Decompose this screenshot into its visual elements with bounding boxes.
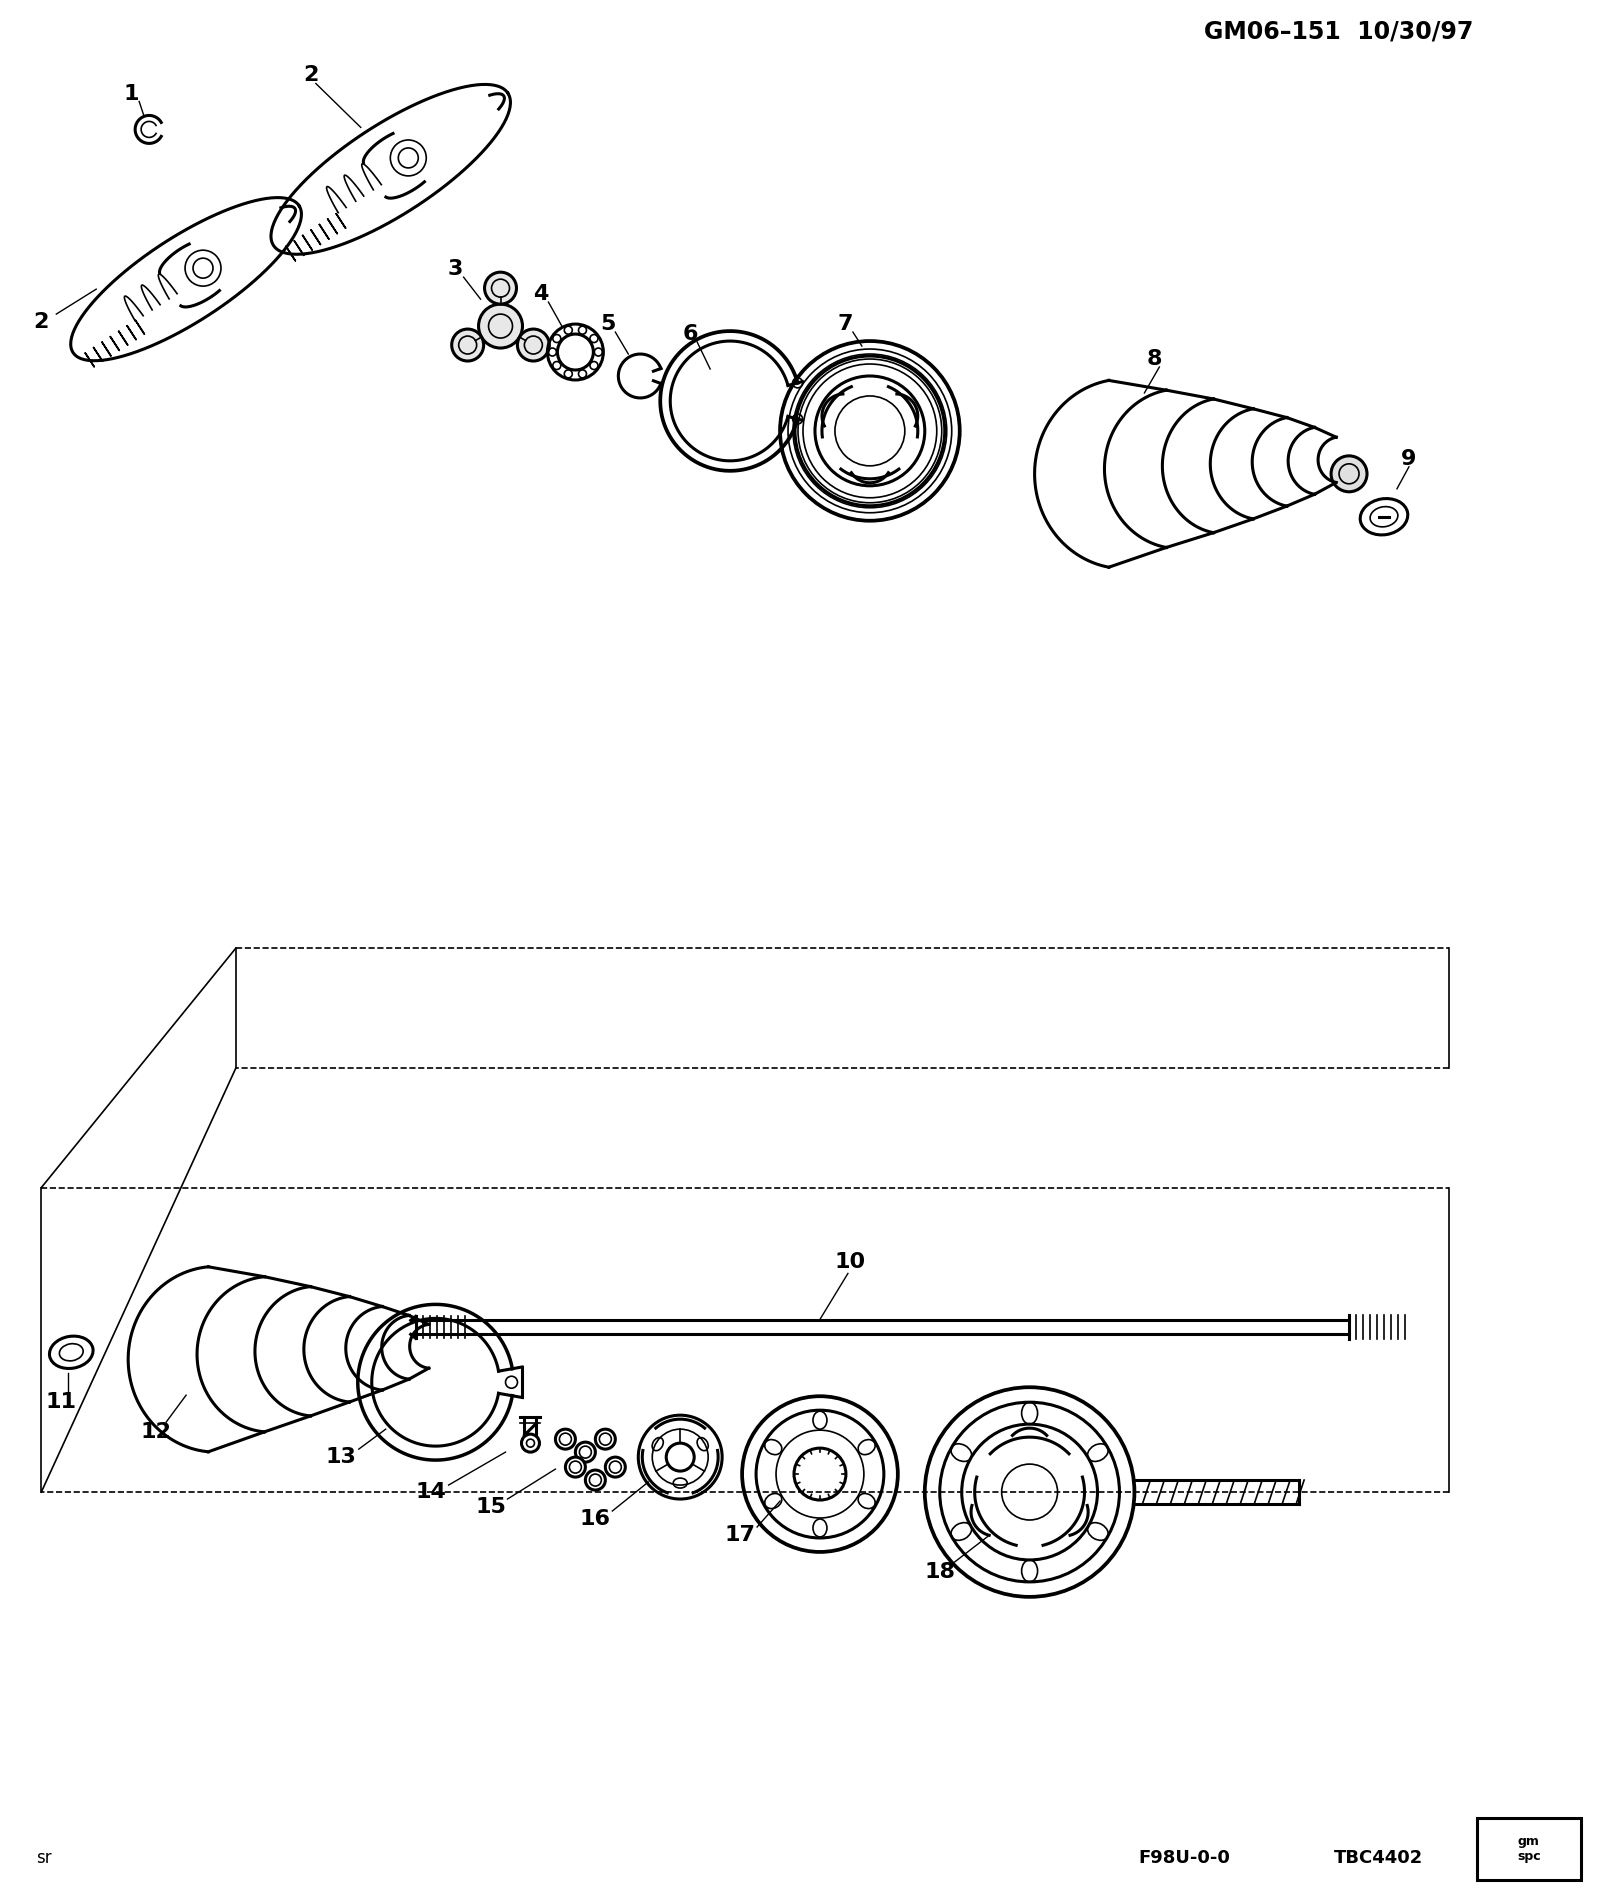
Circle shape	[595, 1429, 616, 1450]
Text: 2: 2	[302, 64, 318, 85]
Circle shape	[186, 251, 221, 287]
Text: 13: 13	[325, 1446, 357, 1467]
Ellipse shape	[698, 1437, 709, 1450]
Text: 15: 15	[475, 1497, 506, 1518]
Text: 11: 11	[46, 1391, 77, 1412]
Ellipse shape	[950, 1522, 971, 1541]
Circle shape	[517, 329, 549, 361]
Text: 4: 4	[533, 283, 549, 304]
Ellipse shape	[858, 1493, 875, 1509]
Text: TBC4402: TBC4402	[1334, 1850, 1424, 1867]
Ellipse shape	[813, 1410, 827, 1429]
Circle shape	[565, 1458, 586, 1476]
Text: 7: 7	[837, 313, 853, 334]
Circle shape	[1331, 455, 1366, 491]
Text: 18: 18	[925, 1561, 955, 1582]
Ellipse shape	[950, 1444, 971, 1461]
Text: 12: 12	[141, 1422, 171, 1442]
Ellipse shape	[765, 1439, 782, 1454]
Text: 2: 2	[34, 312, 50, 332]
Ellipse shape	[813, 1520, 827, 1537]
Circle shape	[478, 304, 523, 347]
Text: 8: 8	[1147, 349, 1162, 368]
Ellipse shape	[653, 1437, 664, 1450]
Text: 3: 3	[448, 259, 464, 279]
Text: 6: 6	[683, 325, 698, 344]
Circle shape	[555, 1429, 576, 1450]
Text: gm
spc: gm spc	[1517, 1835, 1541, 1863]
Ellipse shape	[674, 1478, 686, 1488]
Text: 17: 17	[725, 1526, 755, 1544]
Text: 16: 16	[579, 1509, 611, 1529]
Text: 10: 10	[834, 1252, 866, 1273]
Text: sr: sr	[37, 1850, 51, 1867]
Circle shape	[451, 329, 483, 361]
Circle shape	[390, 140, 426, 176]
Text: F98U-0-0: F98U-0-0	[1138, 1850, 1230, 1867]
Ellipse shape	[1022, 1559, 1037, 1582]
Circle shape	[605, 1458, 626, 1476]
Ellipse shape	[1088, 1444, 1109, 1461]
Text: GM06–151  10/30/97: GM06–151 10/30/97	[1205, 19, 1474, 43]
Circle shape	[485, 272, 517, 304]
Ellipse shape	[765, 1493, 782, 1509]
Text: 1: 1	[123, 85, 139, 104]
Text: 9: 9	[1402, 449, 1416, 468]
Ellipse shape	[1022, 1403, 1037, 1424]
Circle shape	[576, 1442, 595, 1461]
Text: 14: 14	[416, 1482, 446, 1503]
Circle shape	[586, 1471, 605, 1490]
Text: 5: 5	[600, 313, 616, 334]
Ellipse shape	[858, 1439, 875, 1454]
Ellipse shape	[1088, 1522, 1109, 1541]
